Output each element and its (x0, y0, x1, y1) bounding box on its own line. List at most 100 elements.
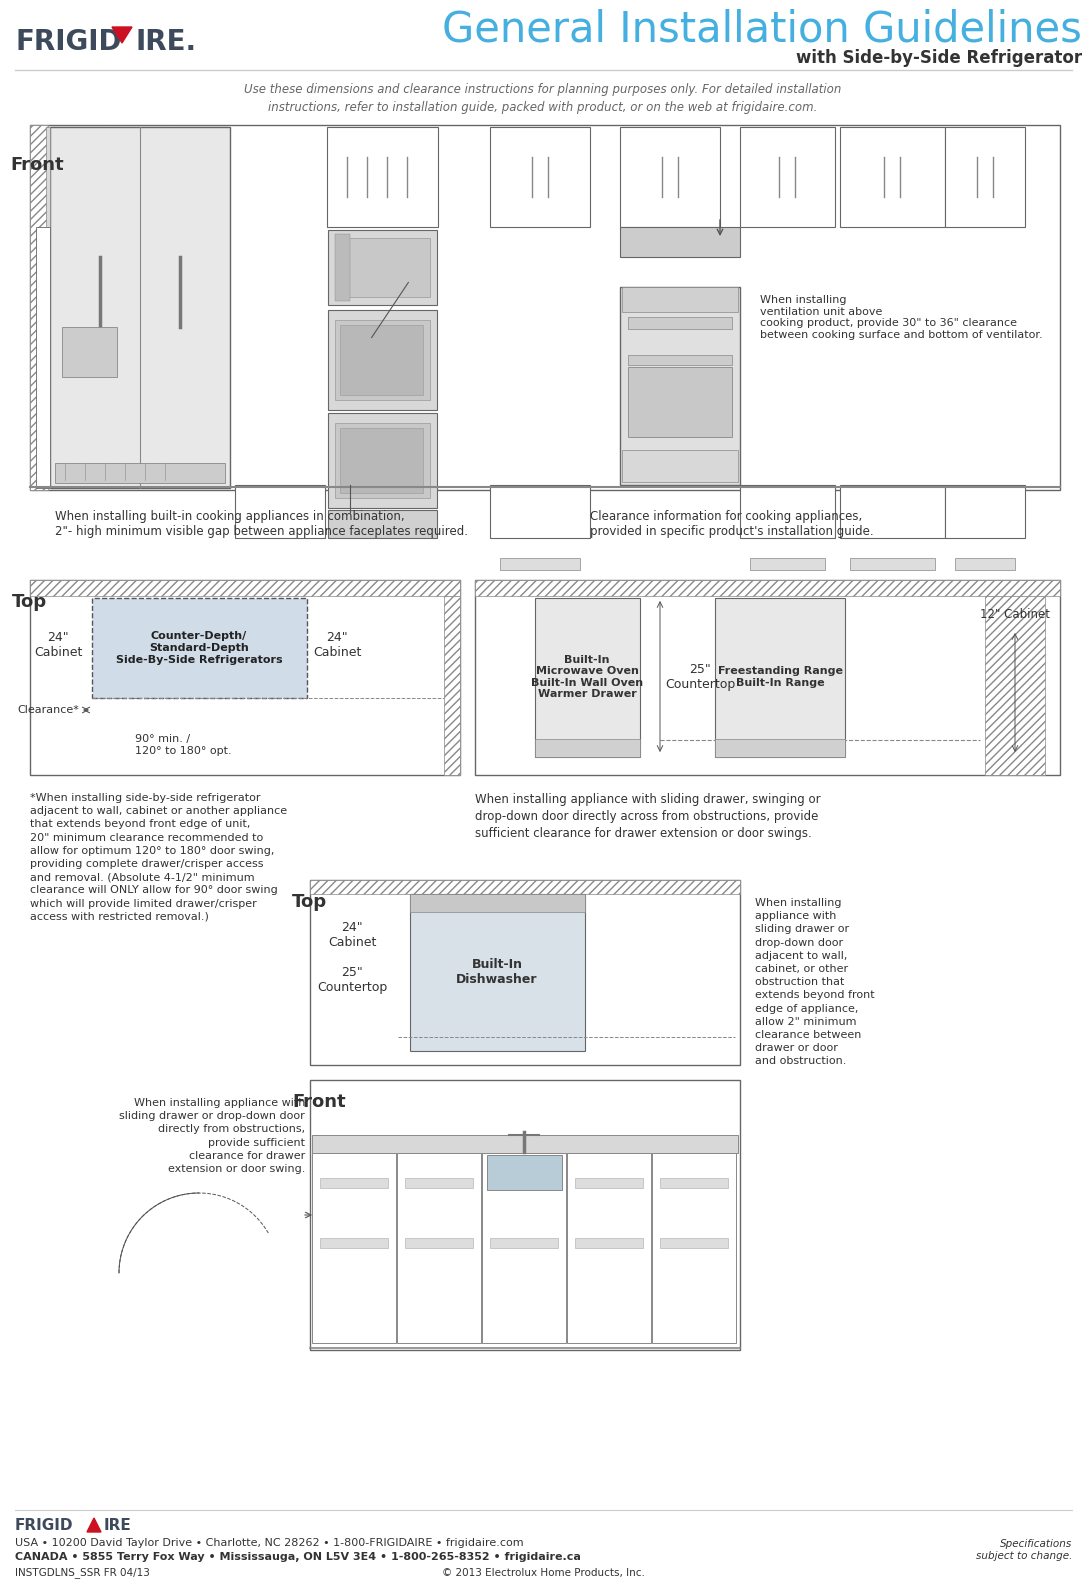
Bar (622, 451, 738, 482)
Circle shape (676, 236, 690, 248)
Bar (750, 558, 825, 571)
Text: © 2013 Electrolux Home Products, Inc.: © 2013 Electrolux Home Products, Inc. (441, 1568, 645, 1578)
Bar (312, 1135, 738, 1153)
Circle shape (700, 236, 714, 248)
Polygon shape (87, 1518, 101, 1532)
Text: Freestanding Range
Built-In Range: Freestanding Range Built-In Range (717, 666, 842, 688)
Bar (310, 881, 740, 893)
Bar (955, 618, 1015, 629)
Bar (50, 126, 108, 228)
Text: 24"
Cabinet: 24" Cabinet (328, 922, 376, 949)
Bar (312, 1153, 396, 1342)
Bar (30, 580, 460, 596)
Bar (955, 558, 1015, 571)
Text: IRE.: IRE. (135, 28, 196, 55)
Bar (62, 327, 117, 376)
Bar (475, 580, 1060, 775)
Text: FRIGID: FRIGID (15, 28, 122, 55)
Bar (328, 413, 437, 508)
Text: When installing built-in cooking appliances in combination,
2"- high minimum vis: When installing built-in cooking applian… (55, 511, 468, 538)
Bar (235, 485, 325, 538)
Bar (715, 598, 845, 757)
Text: IRE: IRE (104, 1518, 132, 1532)
Bar (405, 1178, 473, 1187)
Bar (340, 428, 423, 493)
Text: 24"
Cabinet: 24" Cabinet (313, 631, 361, 659)
Bar (620, 126, 720, 228)
Text: Top: Top (292, 893, 327, 911)
Text: General Installation Guidelines: General Installation Guidelines (442, 9, 1082, 51)
Bar (443, 596, 460, 775)
Text: with Side-by-Side Refrigerator: with Side-by-Side Refrigerator (796, 49, 1082, 66)
Text: Front: Front (292, 1092, 346, 1111)
Bar (567, 1153, 651, 1342)
Bar (740, 126, 835, 228)
Text: Clearance information for cooking appliances,
provided in specific product's ins: Clearance information for cooking applia… (590, 511, 874, 538)
Bar (500, 618, 580, 629)
Bar (328, 310, 437, 409)
Bar (500, 558, 580, 571)
Text: When installing appliance with
sliding drawer or drop-down door
directly from ob: When installing appliance with sliding d… (120, 1097, 305, 1175)
Text: Clearance*: Clearance* (17, 705, 79, 715)
Bar (985, 596, 1045, 775)
Bar (945, 485, 1025, 538)
Bar (840, 485, 945, 538)
Bar (487, 1156, 562, 1190)
Text: FRIGID: FRIGID (15, 1518, 74, 1532)
Bar (335, 234, 350, 300)
Bar (715, 738, 845, 757)
Bar (850, 558, 935, 571)
Bar (628, 318, 732, 329)
Text: Counter-Depth/
Standard-Depth
Side-By-Side Refrigerators: Counter-Depth/ Standard-Depth Side-By-Si… (115, 631, 283, 664)
Bar (945, 126, 1025, 228)
Bar (620, 288, 740, 485)
Bar (850, 618, 935, 629)
Bar (628, 356, 732, 365)
Bar (652, 1153, 736, 1342)
Bar (397, 1153, 482, 1342)
Bar (335, 319, 430, 400)
Polygon shape (112, 27, 132, 43)
Bar (320, 1178, 388, 1187)
Text: When installing
appliance with
sliding drawer or
drop-down door
adjacent to wall: When installing appliance with sliding d… (755, 898, 875, 1067)
Bar (410, 893, 585, 912)
Circle shape (468, 971, 525, 1026)
Bar (840, 126, 945, 228)
Bar (490, 1178, 558, 1187)
Bar (30, 125, 1060, 490)
Bar (660, 1238, 728, 1247)
Bar (482, 1153, 566, 1342)
Text: Specifications
subject to change.: Specifications subject to change. (976, 1540, 1072, 1560)
Circle shape (652, 236, 666, 248)
Bar (410, 893, 585, 1051)
Text: *When installing side-by-side refrigerator
adjacent to wall, cabinet or another : *When installing side-by-side refrigerat… (30, 794, 287, 922)
Bar (310, 881, 740, 1066)
Bar (55, 463, 225, 484)
Bar (36, 228, 50, 489)
Bar (335, 239, 430, 297)
Text: 12" Cabinet: 12" Cabinet (980, 609, 1050, 621)
Bar (535, 738, 640, 757)
Text: Built-In
Microwave Oven
Built-In Wall Oven
Warmer Drawer: Built-In Microwave Oven Built-In Wall Ov… (530, 655, 644, 699)
Text: 90° min. /
120° to 180° opt.: 90° min. / 120° to 180° opt. (135, 734, 232, 756)
Text: USA • 10200 David Taylor Drive • Charlotte, NC 28262 • 1-800-FRIGIDAIRE • frigid: USA • 10200 David Taylor Drive • Charlot… (15, 1538, 524, 1548)
Bar (92, 598, 307, 697)
Text: Use these dimensions and clearance instructions for planning purposes only. For : Use these dimensions and clearance instr… (245, 82, 841, 114)
Bar (170, 126, 228, 228)
Bar (50, 126, 230, 489)
Bar (740, 485, 835, 538)
Bar (622, 288, 738, 311)
Bar (535, 598, 640, 757)
Bar (490, 126, 590, 228)
Bar (620, 228, 740, 258)
Bar (490, 485, 590, 538)
Bar (320, 1238, 388, 1247)
Bar (335, 424, 430, 498)
Circle shape (628, 236, 642, 248)
Text: Top: Top (12, 593, 47, 610)
Bar (46, 126, 50, 489)
Bar (660, 1178, 728, 1187)
Bar (405, 1238, 473, 1247)
Circle shape (493, 994, 501, 1002)
Bar (490, 1238, 558, 1247)
